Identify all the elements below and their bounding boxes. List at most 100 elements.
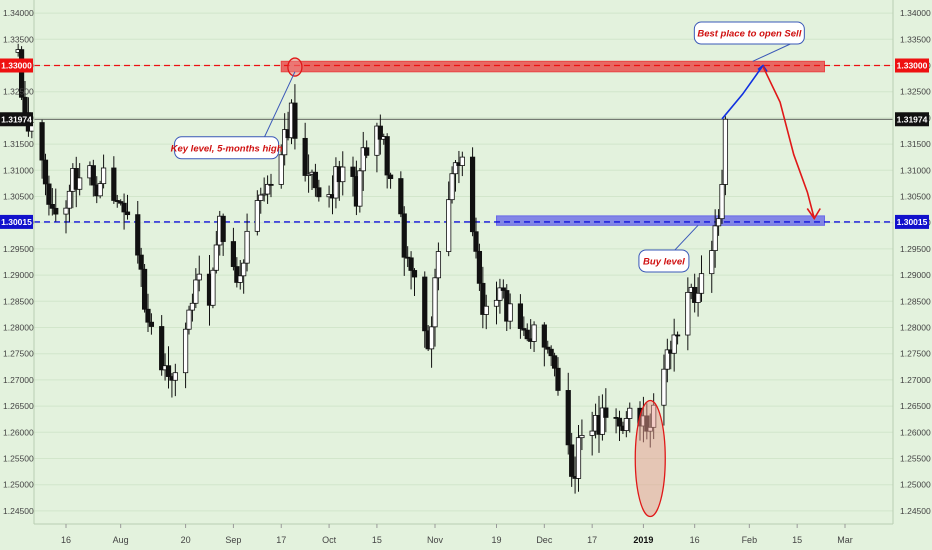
y-tick-right-1: 1.33500 [900, 34, 931, 44]
candle-body-97 [476, 250, 483, 284]
price-badge-left-label-2: 1.30015 [1, 217, 32, 227]
y-tick-right-9: 1.29500 [900, 244, 931, 254]
x-tick-label-13: Feb [742, 535, 758, 545]
callout-box-0 [693, 21, 805, 45]
candle-body-30 [159, 326, 165, 371]
candle-body-149 [722, 118, 729, 185]
price-badge-left-0 [0, 58, 33, 73]
y-tick-right-17: 1.25500 [900, 454, 931, 464]
y-tick-right-10: 1.29000 [900, 270, 931, 280]
candle-body-146 [712, 225, 718, 251]
y-tick-left-5: 1.31500 [3, 139, 34, 149]
y-tick-left-12: 1.28000 [3, 323, 34, 333]
candle-body-126 [616, 417, 623, 427]
ellipses [287, 57, 666, 518]
candle-body-74 [364, 147, 370, 156]
candle-body-63 [312, 171, 319, 189]
price-badge-right-label-0: 1.33000 [897, 61, 928, 71]
y-tick-left-9: 1.29500 [3, 244, 34, 254]
candle-body-83 [408, 257, 414, 271]
candle-body-56 [282, 129, 288, 156]
candle-body-19 [100, 167, 107, 185]
candle-body-106 [521, 328, 527, 331]
candle-body-98 [480, 282, 486, 315]
candle-body-116 [569, 444, 575, 477]
candle-body-37 [189, 302, 196, 311]
candle-body-29 [148, 321, 155, 327]
candle-body-64 [316, 187, 322, 198]
x-tick-label-7: Nov [427, 535, 444, 545]
candle-body-11 [66, 190, 73, 209]
candle-body-109 [531, 324, 537, 342]
candle-body-21 [114, 200, 120, 202]
x-tick-label-15: Mar [837, 535, 853, 545]
x-tick-label-3: Sep [225, 535, 241, 545]
candle-body-72 [357, 170, 363, 207]
candle-body-89 [435, 251, 442, 279]
candle-body-34 [172, 372, 178, 381]
candle-body-101 [497, 287, 503, 301]
y-tick-right-13: 1.27500 [900, 349, 931, 359]
candle-body-69 [340, 166, 346, 183]
candle-body-16 [90, 165, 96, 186]
candle-body-113 [551, 355, 558, 369]
candle-body-90 [446, 199, 452, 252]
candle-body-114 [555, 367, 561, 391]
candle-body-22 [118, 201, 124, 204]
low-marker-ellipse [634, 399, 666, 518]
candle-body-48 [241, 262, 247, 277]
y-tick-left-16: 1.26000 [3, 427, 34, 437]
candle-body-135 [661, 368, 667, 406]
candle-body-10 [63, 207, 69, 215]
candle-body-41 [210, 269, 216, 306]
candle-body-123 [599, 407, 606, 435]
candle-body-95 [469, 156, 476, 233]
candle-body-115 [565, 390, 571, 446]
candle-body-111 [545, 346, 551, 350]
candle-body-138 [671, 334, 677, 354]
y-tick-right-0: 1.34000 [900, 8, 931, 18]
x-tick-label-1: Aug [113, 535, 129, 545]
candle-body-136 [664, 349, 670, 370]
callouts: Best place to open Sell Key level, 5-mont… [171, 21, 805, 273]
y-tick-right-12: 1.28000 [900, 323, 931, 333]
callout-pointer-1 [264, 71, 296, 137]
candle-body-55 [278, 154, 284, 185]
candle-body-140 [685, 291, 691, 336]
candle-body-107 [524, 329, 530, 340]
x-tick-label-4: 17 [276, 535, 286, 545]
candle-body-128 [623, 418, 629, 431]
x-tick-label-12: 16 [690, 535, 700, 545]
candle-body-139 [674, 334, 681, 337]
candle-body-147 [715, 218, 722, 227]
candle-body-143 [695, 292, 701, 303]
candle-body-49 [244, 230, 250, 264]
candle-body-145 [709, 250, 715, 275]
candle-body-110 [541, 324, 547, 348]
projection-down-arrowhead [806, 208, 821, 220]
y-tick-left-13: 1.27500 [3, 349, 34, 359]
candle-body-45 [230, 241, 237, 267]
candle-body-80 [398, 178, 404, 215]
candle-body-84 [411, 270, 418, 278]
y-tick-right-19: 1.24500 [900, 506, 931, 516]
candle-body-75 [374, 125, 380, 156]
candle-body-87 [428, 326, 435, 350]
candle-body-47 [237, 275, 243, 283]
callout-pointer-0 [752, 43, 791, 62]
candle-body-81 [401, 213, 407, 258]
candle-body-70 [350, 166, 356, 177]
y-tick-left-18: 1.25000 [3, 480, 34, 490]
price-badge-right-2 [895, 214, 929, 229]
candle-body-25 [135, 214, 141, 256]
candle-body-105 [517, 303, 524, 329]
callout-text-0: Best place to open Sell [697, 29, 801, 40]
y-tick-right-11: 1.28500 [900, 296, 931, 306]
candle-body-73 [360, 147, 366, 172]
candle-body-91 [449, 173, 455, 201]
y-tick-right-18: 1.25000 [900, 480, 931, 490]
candle-body-60 [302, 137, 308, 176]
candle-body-59 [292, 102, 298, 139]
candle-body-67 [333, 166, 339, 199]
